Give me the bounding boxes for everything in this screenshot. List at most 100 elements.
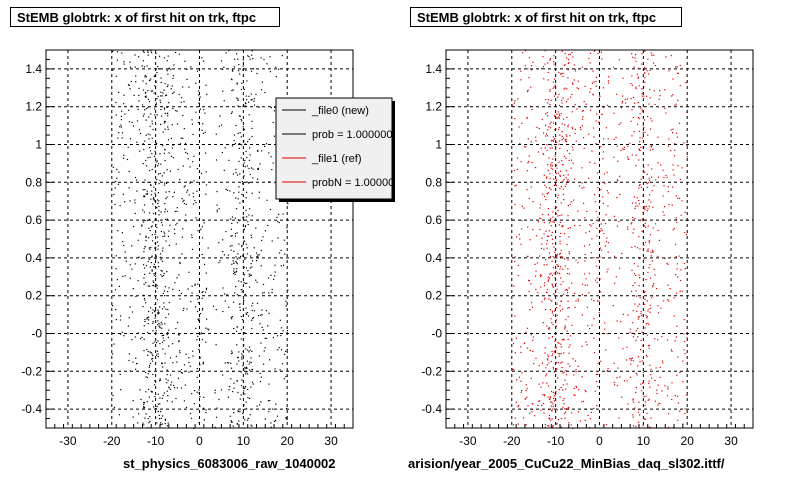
scatter-point [543, 412, 545, 414]
scatter-point [119, 333, 122, 335]
scatter-point [230, 235, 232, 237]
scatter-point [118, 171, 120, 173]
scatter-point [567, 300, 569, 302]
scatter-point [151, 90, 154, 92]
scatter-point [547, 235, 549, 237]
scatter-point [659, 366, 661, 368]
scatter-point [565, 388, 567, 390]
scatter-point [548, 418, 550, 420]
scatter-point [644, 50, 646, 52]
scatter-point [679, 85, 681, 87]
scatter-point [229, 386, 231, 388]
scatter-point [553, 272, 555, 274]
scatter-point [205, 341, 207, 343]
scatter-point [268, 292, 270, 294]
scatter-point [143, 338, 145, 340]
scatter-point [156, 422, 158, 424]
scatter-point [556, 288, 558, 290]
scatter-point [165, 378, 167, 380]
scatter-point [590, 252, 592, 254]
scatter-point [230, 228, 232, 230]
scatter-point [550, 218, 552, 220]
scatter-point [559, 396, 561, 398]
scatter-point [166, 271, 168, 273]
scatter-point [539, 204, 542, 206]
scatter-point [558, 161, 560, 163]
scatter-point [550, 272, 552, 275]
scatter-point [270, 426, 272, 428]
scatter-point [237, 411, 240, 413]
scatter-point [166, 196, 168, 198]
scatter-point [619, 175, 621, 177]
scatter-point [178, 340, 180, 342]
scatter-point [554, 78, 556, 80]
scatter-point [650, 52, 652, 54]
scatter-point [560, 353, 562, 355]
scatter-point [549, 58, 551, 60]
scatter-point [597, 187, 599, 189]
scatter-point [154, 384, 156, 386]
scatter-point [202, 308, 204, 310]
scatter-point [162, 348, 164, 350]
scatter-point [167, 308, 169, 311]
scatter-point [230, 78, 233, 80]
scatter-point [514, 260, 516, 262]
scatter-point [641, 230, 643, 232]
scatter-point [148, 237, 150, 239]
scatter-point [238, 70, 240, 72]
scatter-point [189, 412, 192, 415]
scatter-point [207, 328, 209, 330]
scatter-point [637, 101, 639, 104]
scatter-point [139, 389, 141, 391]
scatter-point [591, 324, 593, 326]
scatter-point [564, 87, 566, 89]
scatter-point [556, 254, 558, 256]
scatter-point [160, 95, 162, 97]
scatter-point [159, 253, 162, 255]
scatter-point [232, 260, 234, 262]
scatter-point [632, 401, 635, 403]
scatter-point [561, 361, 563, 363]
scatter-point [223, 100, 225, 102]
scatter-point [241, 358, 243, 360]
scatter-point [647, 271, 649, 273]
scatter-point [251, 350, 253, 352]
scatter-point [564, 140, 566, 142]
scatter-point [630, 359, 632, 361]
scatter-point [543, 233, 545, 235]
scatter-point [661, 390, 663, 392]
scatter-point [197, 230, 199, 232]
scatter-point [144, 179, 146, 181]
scatter-point [196, 168, 198, 170]
scatter-point [240, 157, 242, 159]
scatter-point [247, 224, 249, 226]
scatter-point [517, 406, 519, 408]
scatter-point [645, 205, 647, 208]
scatter-point [639, 113, 641, 115]
scatter-point [160, 411, 162, 413]
scatter-point [552, 353, 554, 355]
scatter-point [673, 315, 675, 317]
scatter-point [230, 362, 232, 364]
scatter-point [234, 217, 236, 219]
scatter-point [167, 139, 170, 141]
scatter-point [188, 271, 190, 273]
scatter-point [586, 210, 588, 212]
scatter-point [198, 94, 200, 96]
scatter-point [532, 339, 534, 341]
scatter-point [153, 200, 156, 202]
scatter-point [606, 370, 608, 372]
scatter-point [625, 102, 627, 104]
scatter-point [553, 220, 555, 222]
scatter-point [635, 386, 637, 389]
scatter-point [164, 353, 166, 355]
scatter-point [536, 262, 538, 264]
scatter-point [607, 268, 609, 270]
scatter-point [531, 69, 533, 71]
scatter-point [146, 65, 148, 67]
scatter-point [251, 381, 254, 383]
y-tick-label: 1 [435, 138, 442, 152]
scatter-point [648, 426, 650, 428]
scatter-point [652, 206, 654, 208]
scatter-point [646, 95, 648, 97]
